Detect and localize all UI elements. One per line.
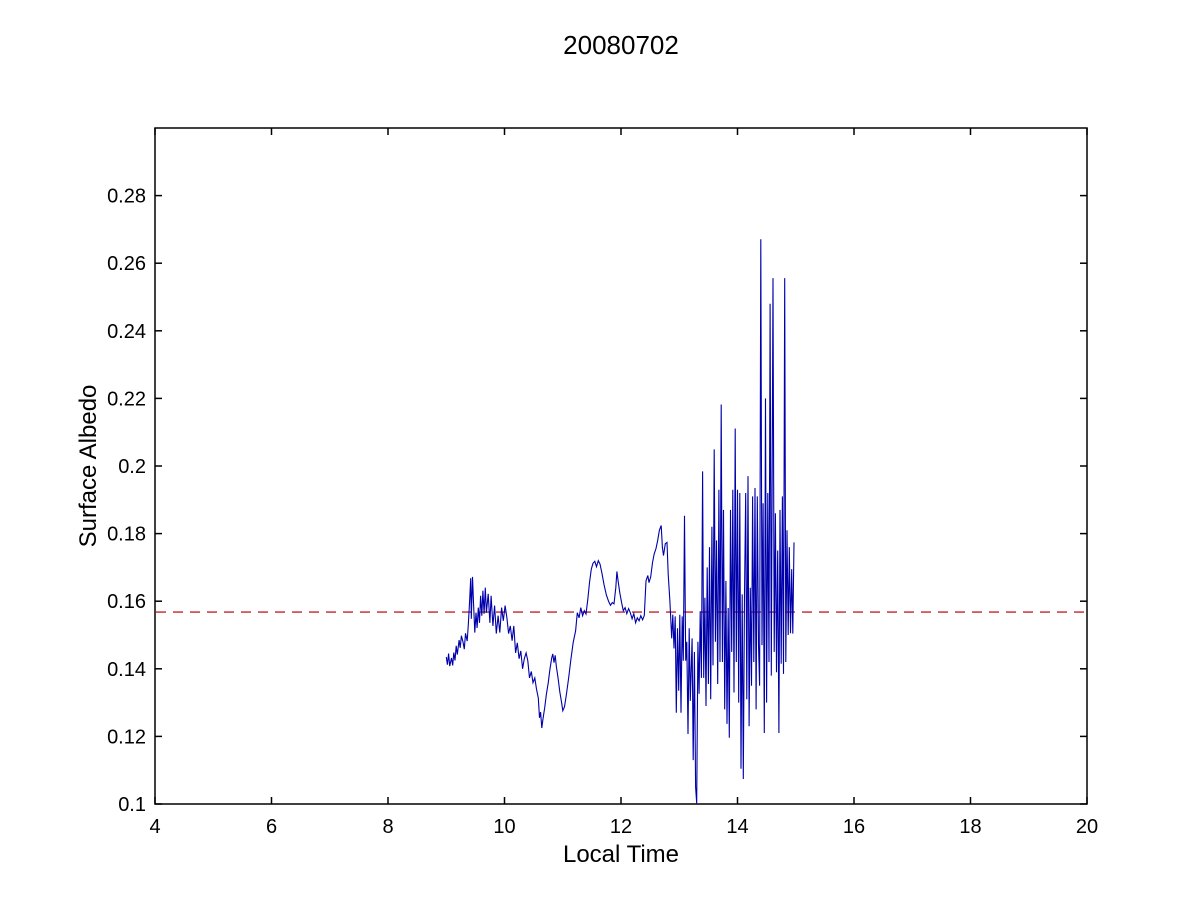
y-tick-label: 0.22 (107, 388, 146, 410)
data-line-surface-albedo (445, 239, 795, 804)
x-tick-label: 4 (149, 816, 160, 838)
y-tick-label: 0.12 (107, 726, 146, 748)
y-tick-label: 0.18 (107, 524, 146, 546)
x-tick-label: 10 (493, 816, 515, 838)
x-tick-label: 8 (382, 816, 393, 838)
x-tick-label: 12 (610, 816, 632, 838)
y-tick-label: 0.26 (107, 253, 146, 275)
y-tick-label: 0.16 (107, 591, 146, 613)
y-tick-label: 0.2 (118, 456, 146, 478)
x-axis-label: Local Time (562, 841, 680, 868)
chart-title: 20080702 (563, 30, 679, 60)
x-tick-label: 16 (843, 816, 865, 838)
y-tick-label: 0.1 (118, 794, 146, 816)
y-tick-label: 0.24 (107, 321, 146, 343)
axis-box (154, 127, 1088, 805)
x-tick-label: 20 (1076, 816, 1098, 838)
x-tick-label: 18 (959, 816, 981, 838)
x-tick-label: 14 (726, 816, 748, 838)
x-tick-label: 6 (266, 816, 277, 838)
y-tick-label: 0.28 (107, 186, 146, 208)
y-tick-label: 0.14 (107, 659, 146, 681)
